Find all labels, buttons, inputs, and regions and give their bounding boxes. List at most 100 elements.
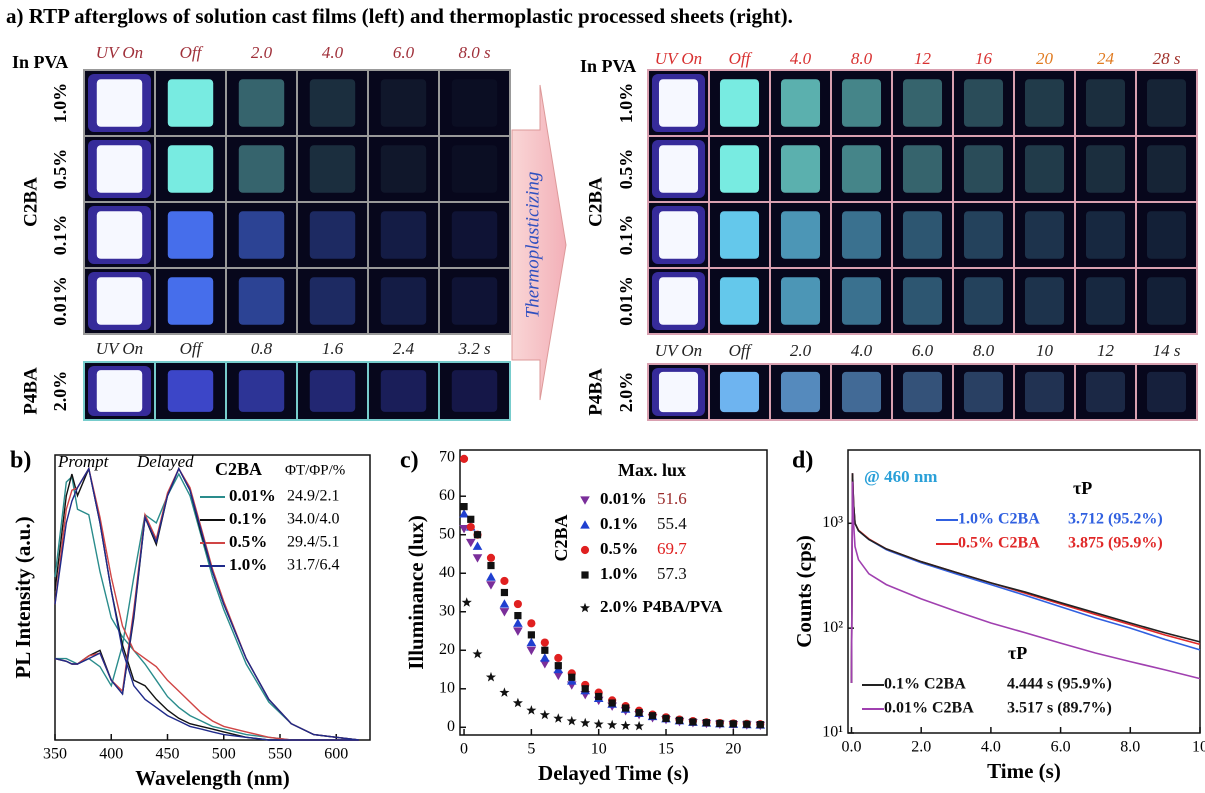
legend-title: C2BA [215,459,262,479]
row-label: 1.0% [50,83,70,124]
time-label: 12 [1097,341,1115,360]
arrow-label: Thermoplasticizing [522,172,543,319]
time-label: 16 [975,49,993,68]
time-label: UV On [655,49,702,68]
panel-label: c) [400,448,419,474]
annotation: Prompt [57,452,110,471]
point [527,631,535,639]
photo-sample [96,211,143,259]
photo-sample [451,370,498,412]
point [472,541,483,550]
time-label: UV On [96,43,143,62]
time-label: 8.0 [973,341,995,360]
photo-sample [96,370,143,412]
delayed-curve [54,467,359,741]
time-label: UV On [655,341,702,360]
group-label: P4BA [20,367,41,415]
point [702,719,711,727]
photo-sample [963,145,1004,193]
point [622,704,630,712]
row-label: 0.01% [50,276,70,326]
process-arrow [511,84,567,401]
photo-sample [167,145,214,193]
row-label: 1.0% [616,83,636,124]
delayed-curve [54,466,359,741]
photo-sample [96,79,143,127]
point [472,554,483,563]
x-tick-label: 6.0 [1051,739,1071,756]
y-tick-label: 10³ [822,514,843,531]
time-label: Off [180,339,204,358]
photo-sample [1085,79,1126,127]
photo-sample [902,371,943,413]
point [460,503,468,511]
legend-label: 0.01% C2BA [884,700,974,717]
legend-label: 1.0% [229,555,267,574]
photo-sample [841,371,882,413]
yield-label: 29.4/5.1 [287,534,339,551]
time-label: 8.0 [851,49,873,68]
time-label: 2.0 [790,341,812,360]
matrix-label: In PVA [580,56,636,76]
x-axis-label: Delayed Time (s) [538,761,689,785]
time-label: 24 [1097,49,1115,68]
photo-sample [238,370,285,412]
x-tick-label: 5 [527,741,535,758]
point [472,648,483,659]
photo-sample [167,211,214,259]
group-label: C2BA [585,177,606,227]
photo-sample [1024,145,1065,193]
photo-sample [1085,145,1126,193]
photo-sample [1146,211,1187,259]
x-tick-label: 10 [591,741,607,758]
lifetime-label: 3.875 (95.9%) [1068,535,1163,552]
x-tick-label: 4.0 [981,739,1001,756]
time-label: UV On [96,339,143,358]
photo-sample [451,145,498,193]
photo-sample [451,277,498,325]
photo-sample [719,145,760,193]
y-tick-label: 50 [439,525,455,542]
photo-sample [719,79,760,127]
photo-sample [1085,211,1126,259]
photo-sample [380,145,427,193]
photo-sample [1024,277,1065,325]
photo-sample [1024,79,1065,127]
x-axis-label: Time (s) [987,759,1061,783]
photo-sample [309,79,356,127]
x-tick-label: 400 [99,746,123,763]
legend-marker [581,571,589,579]
photo-sample [902,79,943,127]
legend-header: ΦT/ΦP/% [285,462,345,478]
group-label: C2BA [20,177,41,227]
annotation: @ 460 nm [864,467,937,486]
point [593,718,604,729]
matrix-label: In PVA [12,52,68,72]
point [743,720,751,728]
point [566,715,577,726]
point [675,716,684,724]
x-tick-label: 550 [268,746,292,763]
point [466,522,475,532]
time-label: 28 s [1153,49,1181,68]
point [513,599,522,609]
point [554,662,562,670]
point [499,599,510,608]
y-tick-label: 10¹ [822,724,843,741]
plot-frame [54,454,371,741]
row-label: 2.0% [616,372,636,413]
photo-sample [658,79,699,127]
legend-label: 0.01% [600,489,647,508]
legend-marker [580,496,590,505]
delayed-curve [54,466,359,741]
photo-sample [309,370,356,412]
point [635,709,643,717]
row-label: 0.5% [50,149,70,190]
point [595,692,603,701]
point [648,712,657,720]
time-label: 6.0 [393,43,415,62]
decay-curve [850,481,1201,684]
legend-label: 0.5% C2BA [958,535,1040,552]
panel-label: d) [792,448,813,474]
point [580,717,591,728]
